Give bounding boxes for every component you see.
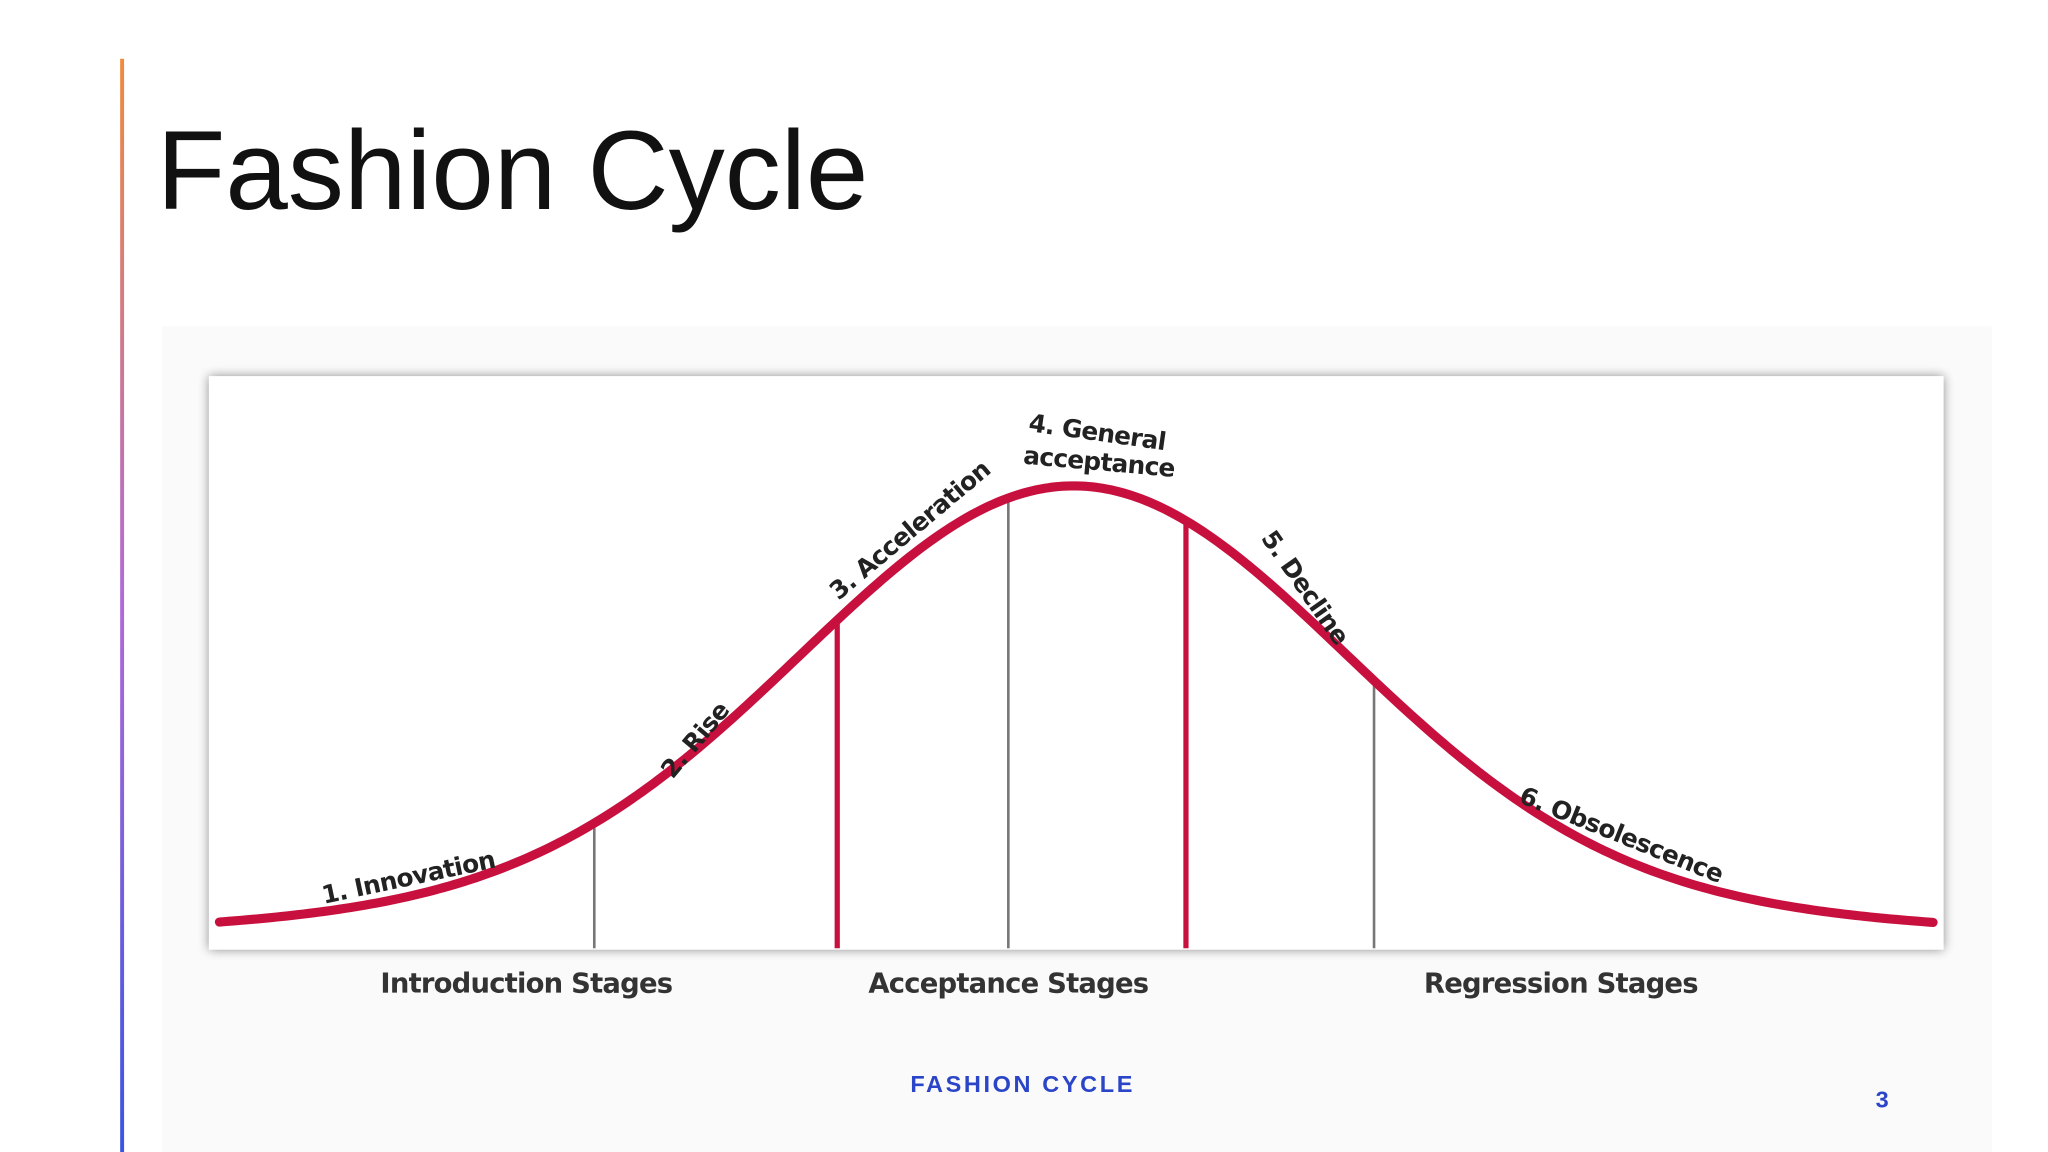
diagram-frame [208, 376, 1944, 950]
phase-label: Regression Stages [1424, 969, 1698, 1000]
page-number: 3 [1876, 1087, 1889, 1113]
slide-title: Fashion Cycle [157, 107, 869, 233]
phase-label: Acceptance Stages [868, 969, 1148, 1000]
fashion-curve [214, 481, 1938, 927]
footer: FASHION CYCLE [910, 1071, 1135, 1097]
phase-label: Introduction Stages [380, 969, 672, 1000]
accent-bar [120, 58, 125, 1152]
diagram [214, 481, 1938, 949]
